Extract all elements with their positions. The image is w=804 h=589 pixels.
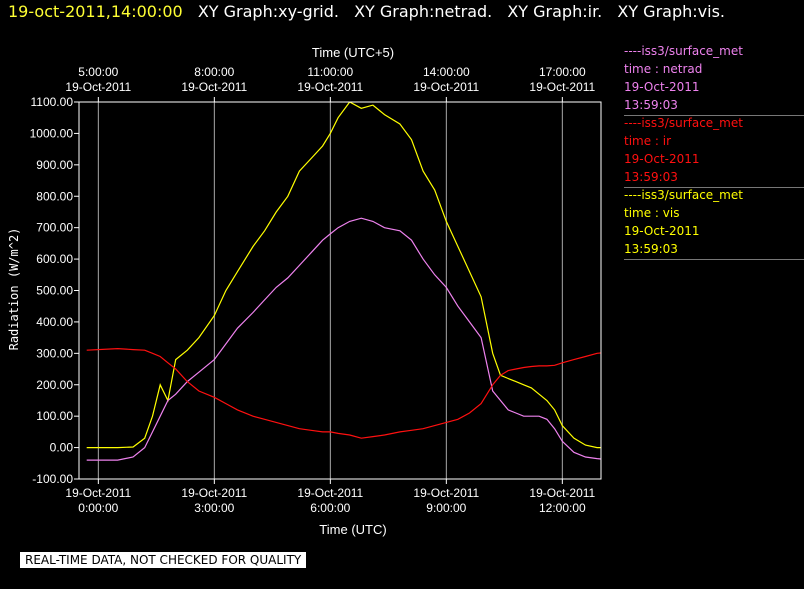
x-tick-label: 19-Oct-2011 [181,486,247,500]
x-tick-label: 19-Oct-2011 [529,486,595,500]
x-tick-label: 3:00:00 [194,501,234,515]
legend-label: time : ir [624,134,672,148]
legend-date: 19-Oct-2011 [624,152,700,166]
y-tick-label: 300.00 [36,346,73,360]
y-tick-label: 600.00 [36,252,73,266]
x2-tick-label: 19-Oct-2011 [529,80,595,94]
title-xy-grid: XY Graph:xy-grid. [197,2,339,21]
x2-tick-label: 19-Oct-2011 [297,80,363,94]
legend-time: 13:59:03 [624,170,678,184]
x2-tick-label: 19-Oct-2011 [65,80,131,94]
legend-date: 19-Oct-2011 [624,80,700,94]
x2-tick-label: 11:00:00 [307,65,353,79]
x2-tick-label: 17:00:00 [539,65,586,79]
y-tick-label: 1000.00 [30,126,74,140]
y-tick-label: 700.00 [36,221,73,235]
x-axis-title: Time (UTC) [319,522,386,537]
x2-tick-label: 8:00:00 [194,65,234,79]
y-axis-title: Radiation (W/m^2) [7,228,21,351]
series-line-time-netrad [86,217,601,461]
legend-separator [624,187,804,188]
y-tick-label: 800.00 [36,189,73,203]
x-tick-label: 0:00:00 [78,501,118,515]
timestamp: 19-oct-2011,14:00:00 [8,2,183,21]
x-tick-label: 19-Oct-2011 [297,486,363,500]
x-tick-label: 9:00:00 [426,501,466,515]
y-tick-label: 500.00 [36,284,73,298]
x-tick-label: 6:00:00 [310,501,350,515]
legend-entry-netrad: ----iss3/surface_met time : netrad 19-Oc… [624,42,804,116]
series-line-time-vis [86,102,601,449]
x-tick-label: 12:00:00 [539,501,586,515]
x-tick-label: 19-Oct-2011 [413,486,479,500]
grid-lines [97,102,563,479]
plot-series [86,102,601,461]
x2-tick-label: 19-Oct-2011 [181,80,247,94]
x2-tick-label: 5:00:00 [78,65,118,79]
y-tick-label: 900.00 [36,158,73,172]
y-tick-label: 200.00 [36,378,73,392]
x2-tick-label: 14:00:00 [423,65,470,79]
legend-source: ----iss3/surface_met [624,188,743,202]
graph-header: 19-oct-2011,14:00:00 XY Graph:xy-grid. X… [8,2,725,21]
title-vis: XY Graph:vis. [617,2,725,21]
legend-label: time : netrad [624,62,703,76]
y-tick-label: 400.00 [36,315,73,329]
legend-date: 19-Oct-2011 [624,224,700,238]
legend-time: 13:59:03 [624,242,678,256]
series-line-time-ir [86,347,601,439]
legend-entry-ir: ----iss3/surface_met time : ir 19-Oct-20… [624,114,804,188]
legend-source: ----iss3/surface_met [624,44,743,58]
title-ir: XY Graph:ir. [507,2,603,21]
legend-time: 13:59:03 [624,98,678,112]
x2-tick-label: 19-Oct-2011 [413,80,479,94]
quality-warning-banner: REAL-TIME DATA, NOT CHECKED FOR QUALITY [20,552,307,568]
legend-entry-vis: ----iss3/surface_met time : vis 19-Oct-2… [624,186,804,260]
y-tick-label: -100.00 [32,472,73,486]
title-netrad: XY Graph:netrad. [354,2,493,21]
axes: 19-Oct-20110:00:005:00:0019-Oct-201119-O… [30,65,596,515]
legend-separator [624,259,804,260]
legend-separator [624,115,804,116]
x-tick-label: 19-Oct-2011 [65,486,131,500]
legend-source: ----iss3/surface_met [624,116,743,130]
y-tick-label: 100.00 [36,409,73,423]
y-tick-label: 0.00 [50,441,74,455]
legend-label: time : vis [624,206,680,220]
x2-axis-title: Time (UTC+5) [312,45,394,60]
y-tick-label: 1100.00 [31,95,74,109]
